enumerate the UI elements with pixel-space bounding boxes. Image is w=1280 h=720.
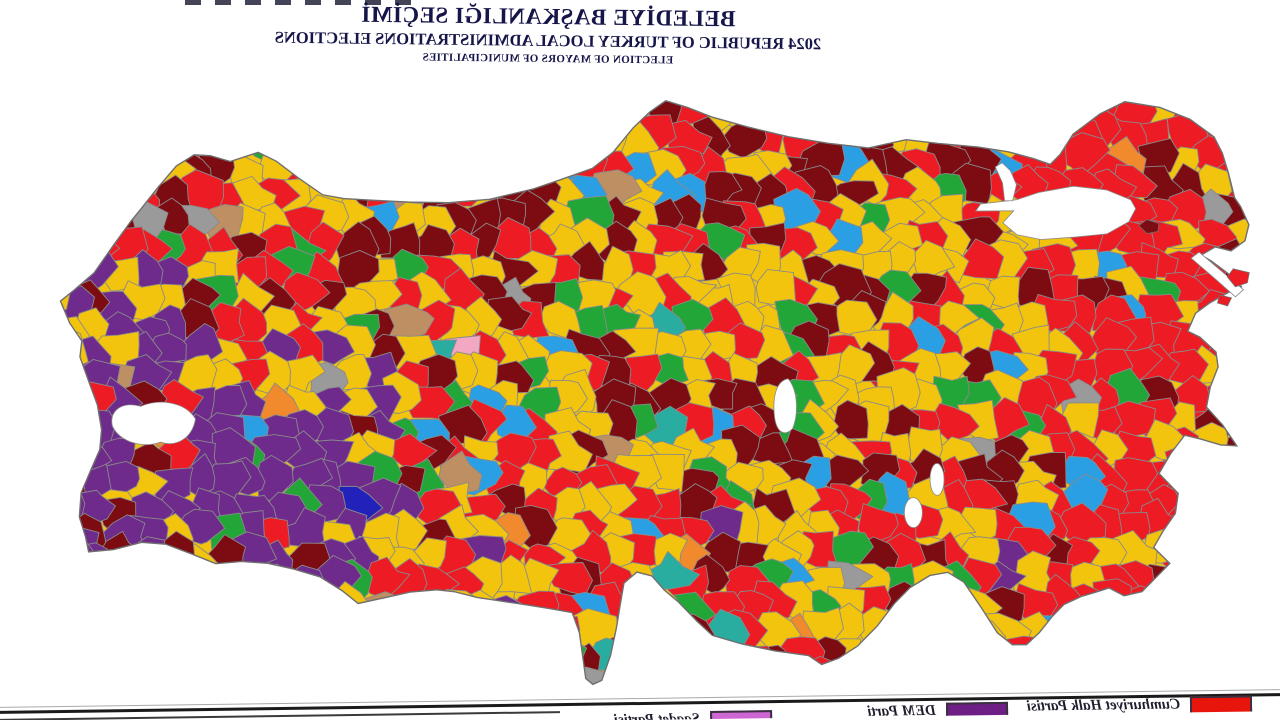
- gokceada-island: [1226, 268, 1250, 288]
- district-cells: [58, 95, 1253, 690]
- legend-cropped-second-line: [1056, 716, 1175, 720]
- dardanelles-strait: [1190, 251, 1245, 298]
- lake-beysehir: [903, 497, 923, 529]
- legend-label-chp: Cumhuriyet Halk Partisi: [1026, 696, 1181, 715]
- marmara-sea: [974, 185, 1137, 240]
- bozcaada-island: [1217, 294, 1233, 307]
- coastline: [59, 99, 1250, 686]
- marmara-island: [1138, 219, 1160, 235]
- bosphorus-strait: [994, 162, 1017, 202]
- cropped-text-fragment: [185, 0, 425, 5]
- lake-tuz: [773, 378, 797, 434]
- legend-label-saadet: Saadet Partisi: [613, 711, 701, 720]
- lake-egirdir: [929, 463, 945, 496]
- lake-van: [111, 401, 196, 445]
